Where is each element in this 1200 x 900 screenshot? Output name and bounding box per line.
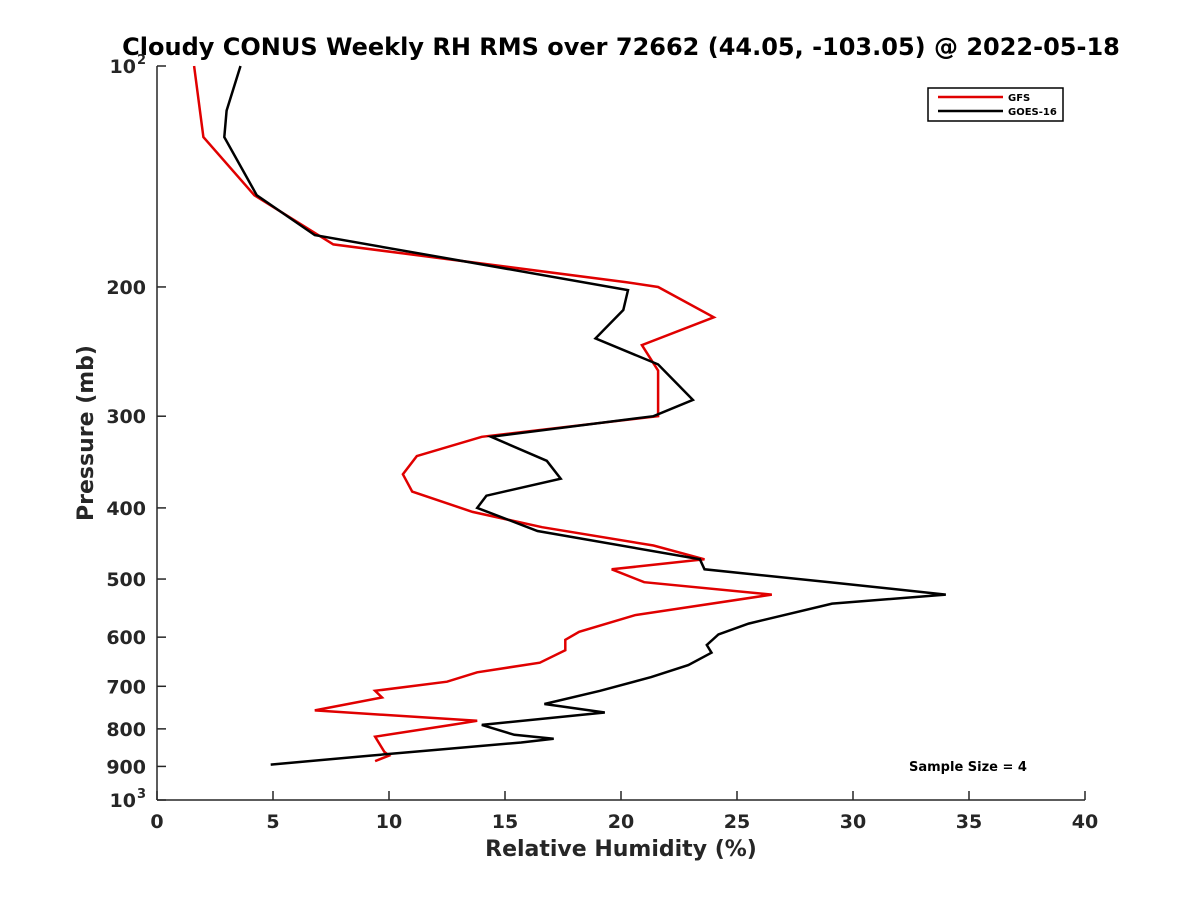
x-tick-label: 40: [1072, 811, 1098, 833]
x-tick-label: 0: [150, 811, 163, 833]
x-tick-label: 30: [840, 811, 866, 833]
sample-size-annotation: Sample Size = 4: [909, 760, 1027, 775]
legend-label-goes16: GOES-16: [1008, 107, 1057, 118]
y-tick-label-exponent: 3: [137, 787, 146, 802]
chart-title: Cloudy CONUS Weekly RH RMS over 72662 (4…: [122, 33, 1120, 61]
y-axis-label: Pressure (mb): [74, 345, 99, 521]
x-tick-label: 10: [376, 811, 402, 833]
x-tick-label: 15: [492, 811, 518, 833]
series-line-gfs: [192, 65, 772, 763]
y-tick-label: 700: [106, 676, 146, 698]
legend: GFS GOES-16: [927, 87, 1064, 122]
x-tick-label: 25: [724, 811, 750, 833]
y-tick-label: 10: [110, 56, 136, 78]
y-tick-label: 400: [106, 498, 146, 520]
legend-label-gfs: GFS: [1008, 93, 1030, 104]
y-tick-label: 600: [106, 627, 146, 649]
x-tick-label: 35: [956, 811, 982, 833]
x-axis-label: Relative Humidity (%): [485, 837, 757, 862]
y-tick-label: 10: [110, 790, 136, 812]
series-line-goes16: [223, 65, 946, 766]
y-tick-label: 900: [106, 756, 146, 778]
legend-box: [927, 87, 1064, 122]
x-tick-label: 5: [266, 811, 279, 833]
x-tick-label: 20: [608, 811, 634, 833]
series-layer: [192, 65, 946, 766]
y-tick-label-exponent: 2: [137, 53, 146, 68]
y-tick-label: 800: [106, 719, 146, 741]
y-tick-label: 200: [106, 277, 146, 299]
y-tick-label: 300: [106, 406, 146, 428]
y-tick-label: 500: [106, 569, 146, 591]
